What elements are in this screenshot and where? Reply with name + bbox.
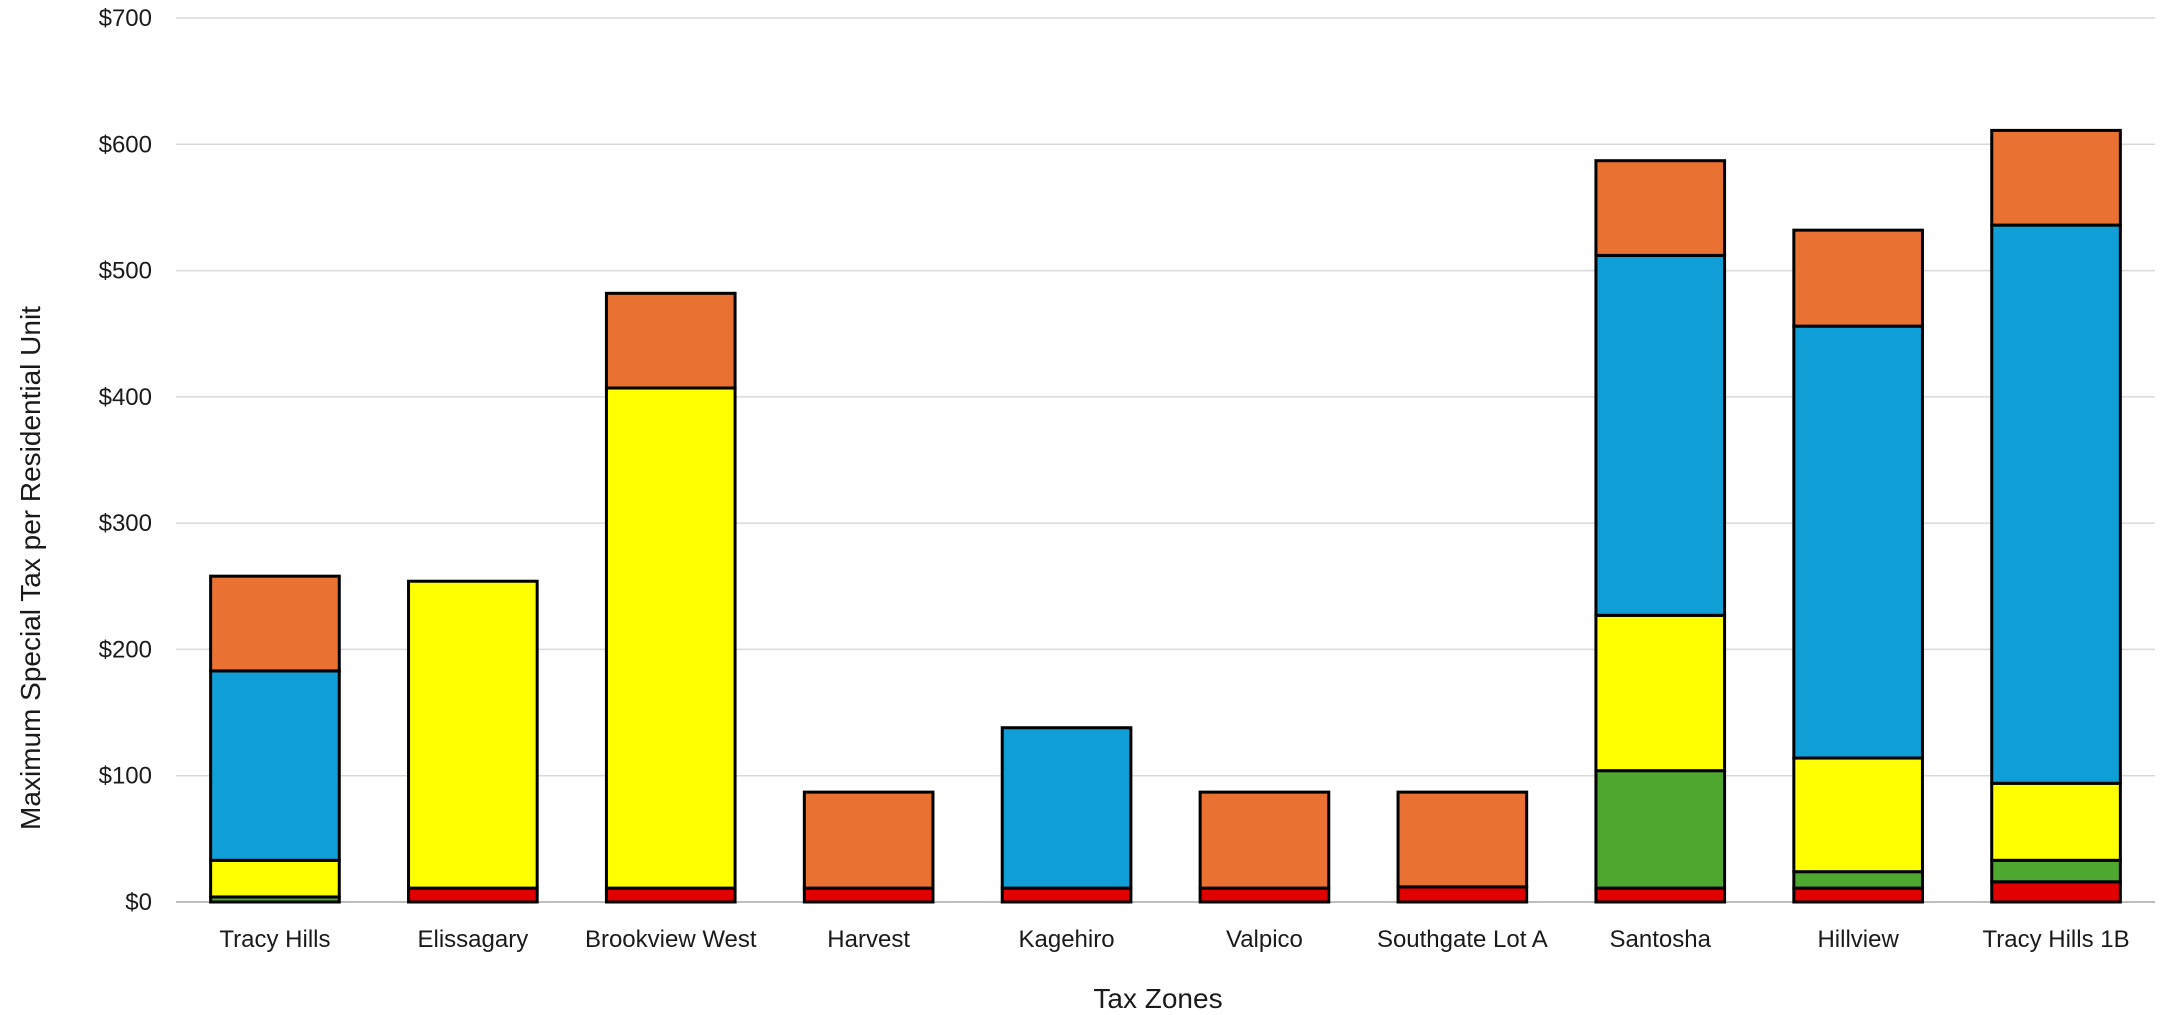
bar-segment [209,574,341,673]
x-tick-label: Santosha [1610,926,1712,953]
y-tick-label: $0 [125,889,152,916]
bar-segment [1792,756,1924,874]
y-axis-title: Maximum Special Tax per Residential Unit [15,306,46,830]
x-tick-label: Hillview [1817,926,1899,953]
bar-segment [407,886,539,904]
bar-segment [1990,858,2122,884]
x-tick-label: Elissagary [417,926,528,953]
x-axis-tick-labels: Tracy Hills Elissagary Brookview West Harve… [219,926,2129,953]
y-tick-label: $700 [99,5,152,32]
y-tick-label: $200 [99,636,152,663]
bars [209,128,2122,904]
bar-segment [604,291,737,390]
y-axis-tick-labels: $0 $100 $200 $300 $400 $500 $600 $700 [99,5,152,916]
bar-segment [1792,870,1924,890]
bar-segment [1594,253,1727,617]
bar-segment [1000,726,1133,890]
x-tick-label: Brookview West [585,926,757,953]
bar-segment [209,669,341,862]
bar-segment [209,858,341,899]
bar-segment [1594,886,1727,904]
x-tick-label: Valpico [1226,926,1303,953]
bar-segment [1990,223,2122,785]
bar-segment [1396,790,1529,889]
bar-segment [604,386,737,890]
y-tick-label: $400 [99,384,152,411]
x-tick-label: Tracy Hills [219,926,330,953]
y-tick-label: $500 [99,258,152,285]
bar-segment [1198,886,1331,904]
y-tick-label: $100 [99,763,152,790]
x-tick-label: Harvest [827,926,910,953]
bar-segment [1594,159,1727,257]
bar-segment [1990,880,2122,904]
bar-segment [1792,324,1924,760]
bar-segment [1594,613,1727,773]
bar-segment [1990,128,2122,227]
bar-segment [1594,769,1727,890]
x-tick-label: Southgate Lot A [1377,926,1548,953]
x-axis-title: Tax Zones [1093,983,1222,1014]
bar-segment [604,886,737,904]
bar-segment [802,790,935,890]
bar-segment [1396,885,1529,904]
bar-segment [1792,886,1924,904]
y-tick-label: $300 [99,510,152,537]
x-tick-label: Tracy Hills 1B [1982,926,2129,953]
bar-segment [407,579,539,890]
bar-segment [1990,781,2122,862]
x-tick-label: Kagehiro [1019,926,1115,953]
bar-segment [1792,228,1924,328]
bar-segment [1198,790,1331,890]
y-tick-label: $600 [99,131,152,158]
bar-segment [1000,886,1133,904]
bar-segment [802,886,935,904]
